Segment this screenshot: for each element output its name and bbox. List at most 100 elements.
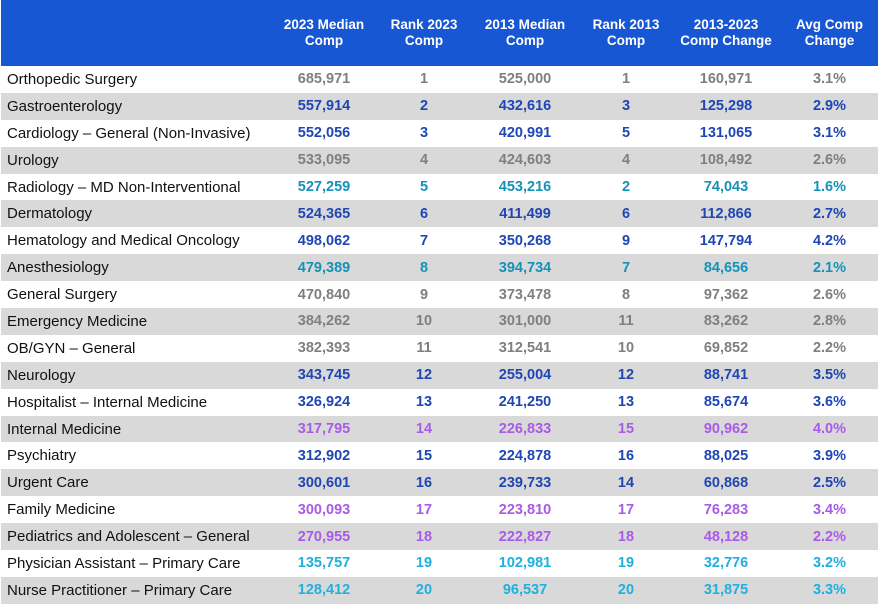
rank-2023-cell: 14 bbox=[379, 415, 469, 443]
median-comp-2013-cell: 394,734 bbox=[469, 254, 581, 282]
rank-2023-cell: 4 bbox=[379, 146, 469, 174]
median-comp-2023-cell: 527,259 bbox=[269, 173, 379, 201]
rank-2013-cell: 11 bbox=[581, 308, 671, 335]
table-row: Internal Medicine 317,795 14 226,833 15 90,96… bbox=[1, 415, 878, 443]
median-comp-2023-cell: 533,095 bbox=[269, 146, 379, 174]
median-comp-2013-cell: 453,216 bbox=[469, 173, 581, 201]
median-comp-2013-cell: 222,827 bbox=[469, 523, 581, 551]
median-comp-2013-cell: 432,616 bbox=[469, 92, 581, 120]
median-comp-2023-cell: 470,840 bbox=[269, 281, 379, 309]
avg-comp-change-cell: 3.4% bbox=[781, 496, 878, 524]
table-row: Emergency Medicine 384,262 10 301,000 11 83,2… bbox=[1, 308, 878, 335]
table-row: Family Medicine 300,093 17 223,810 17 76,283 3… bbox=[1, 496, 878, 524]
rank-2023-cell: 18 bbox=[379, 523, 469, 551]
rank-2023-cell: 12 bbox=[379, 361, 469, 389]
table-row: General Surgery 470,840 9 373,478 8 97,362 2.6… bbox=[1, 281, 878, 309]
comp-change-cell: 90,962 bbox=[671, 415, 781, 443]
header-rank-2023: Rank 2023 Comp bbox=[379, 0, 469, 66]
median-comp-2023-cell: 557,914 bbox=[269, 92, 379, 120]
median-comp-2023-cell: 479,389 bbox=[269, 254, 379, 282]
table-row: Cardiology – General (Non-Invasive) 552,0… bbox=[1, 119, 878, 147]
rank-2013-cell: 16 bbox=[581, 442, 671, 470]
median-comp-2013-cell: 223,810 bbox=[469, 496, 581, 524]
comp-change-cell: 83,262 bbox=[671, 308, 781, 335]
median-comp-2013-cell: 312,541 bbox=[469, 334, 581, 362]
avg-comp-change-cell: 3.6% bbox=[781, 388, 878, 416]
header-avg-comp-change: Avg Comp Change bbox=[781, 0, 878, 66]
rank-2013-cell: 17 bbox=[581, 496, 671, 524]
header-rank-2013: Rank 2013 Comp bbox=[581, 0, 671, 66]
avg-comp-change-cell: 2.6% bbox=[781, 146, 878, 174]
avg-comp-change-cell: 2.1% bbox=[781, 254, 878, 282]
rank-2013-cell: 5 bbox=[581, 119, 671, 147]
median-comp-2013-cell: 350,268 bbox=[469, 227, 581, 255]
rank-2023-cell: 11 bbox=[379, 334, 469, 362]
rank-2013-cell: 20 bbox=[581, 576, 671, 604]
rank-2013-cell: 13 bbox=[581, 388, 671, 416]
rank-2023-cell: 10 bbox=[379, 308, 469, 335]
rank-2023-cell: 13 bbox=[379, 388, 469, 416]
header-2013-median-comp: 2013 Median Comp bbox=[469, 0, 581, 66]
table-row: Psychiatry 312,902 15 224,878 16 88,025 3.9% bbox=[1, 442, 878, 470]
avg-comp-change-cell: 3.5% bbox=[781, 361, 878, 389]
rank-2023-cell: 15 bbox=[379, 442, 469, 470]
rank-2013-cell: 15 bbox=[581, 415, 671, 443]
specialty-cell: OB/GYN – General bbox=[1, 334, 269, 362]
median-comp-2023-cell: 685,971 bbox=[269, 66, 379, 93]
comp-change-cell: 76,283 bbox=[671, 496, 781, 524]
table-row: Neurology 343,745 12 255,004 12 88,741 3.5% bbox=[1, 361, 878, 389]
specialty-cell: Pediatrics and Adolescent – General bbox=[1, 523, 269, 551]
specialty-cell: Dermatology bbox=[1, 200, 269, 228]
header-row: 2023 Median Comp Rank 2023 Comp 2013 Med… bbox=[1, 0, 878, 66]
rank-2023-cell: 20 bbox=[379, 576, 469, 604]
table-row: Radiology – MD Non-Interventional 527,259… bbox=[1, 173, 878, 201]
avg-comp-change-cell: 2.6% bbox=[781, 281, 878, 309]
rank-2023-cell: 7 bbox=[379, 227, 469, 255]
median-comp-2013-cell: 525,000 bbox=[469, 66, 581, 93]
specialty-cell: Hematology and Medical Oncology bbox=[1, 227, 269, 255]
comp-change-cell: 160,971 bbox=[671, 66, 781, 93]
comp-change-cell: 88,741 bbox=[671, 361, 781, 389]
specialty-cell: Psychiatry bbox=[1, 442, 269, 470]
median-comp-2023-cell: 300,093 bbox=[269, 496, 379, 524]
comp-change-cell: 84,656 bbox=[671, 254, 781, 282]
table-row: Dermatology 524,365 6 411,499 6 112,866 2.7% bbox=[1, 200, 878, 228]
median-comp-2013-cell: 224,878 bbox=[469, 442, 581, 470]
median-comp-2013-cell: 373,478 bbox=[469, 281, 581, 309]
table-row: Urgent Care 300,601 16 239,733 14 60,868 2.5% bbox=[1, 469, 878, 497]
median-comp-2023-cell: 382,393 bbox=[269, 334, 379, 362]
header-specialty bbox=[1, 0, 269, 66]
avg-comp-change-cell: 2.5% bbox=[781, 469, 878, 497]
median-comp-2023-cell: 326,924 bbox=[269, 388, 379, 416]
rank-2013-cell: 6 bbox=[581, 200, 671, 228]
specialty-cell: Family Medicine bbox=[1, 496, 269, 524]
comp-change-cell: 88,025 bbox=[671, 442, 781, 470]
comp-change-cell: 97,362 bbox=[671, 281, 781, 309]
median-comp-2013-cell: 102,981 bbox=[469, 550, 581, 577]
table-body: Orthopedic Surgery 685,971 1 525,000 1 160,97… bbox=[1, 66, 878, 604]
median-comp-2023-cell: 135,757 bbox=[269, 550, 379, 577]
table-row: Urology 533,095 4 424,603 4 108,492 2.6% bbox=[1, 146, 878, 174]
table-row: Nurse Practitioner – Primary Care 128,412… bbox=[1, 576, 878, 604]
rank-2013-cell: 9 bbox=[581, 227, 671, 255]
rank-2013-cell: 2 bbox=[581, 173, 671, 201]
avg-comp-change-cell: 3.1% bbox=[781, 119, 878, 147]
table-header: 2023 Median Comp Rank 2023 Comp 2013 Med… bbox=[1, 0, 878, 66]
avg-comp-change-cell: 2.7% bbox=[781, 200, 878, 228]
comp-change-cell: 112,866 bbox=[671, 200, 781, 228]
median-comp-2023-cell: 498,062 bbox=[269, 227, 379, 255]
specialty-cell: Hospitalist – Internal Medicine bbox=[1, 388, 269, 416]
median-comp-2013-cell: 226,833 bbox=[469, 415, 581, 443]
median-comp-2023-cell: 384,262 bbox=[269, 308, 379, 335]
median-comp-2013-cell: 241,250 bbox=[469, 388, 581, 416]
rank-2023-cell: 3 bbox=[379, 119, 469, 147]
avg-comp-change-cell: 2.8% bbox=[781, 308, 878, 335]
comp-change-cell: 32,776 bbox=[671, 550, 781, 577]
specialty-cell: Urology bbox=[1, 146, 269, 174]
median-comp-2013-cell: 301,000 bbox=[469, 308, 581, 335]
specialty-cell: Orthopedic Surgery bbox=[1, 66, 269, 93]
avg-comp-change-cell: 3.3% bbox=[781, 576, 878, 604]
rank-2023-cell: 19 bbox=[379, 550, 469, 577]
comp-change-cell: 108,492 bbox=[671, 146, 781, 174]
